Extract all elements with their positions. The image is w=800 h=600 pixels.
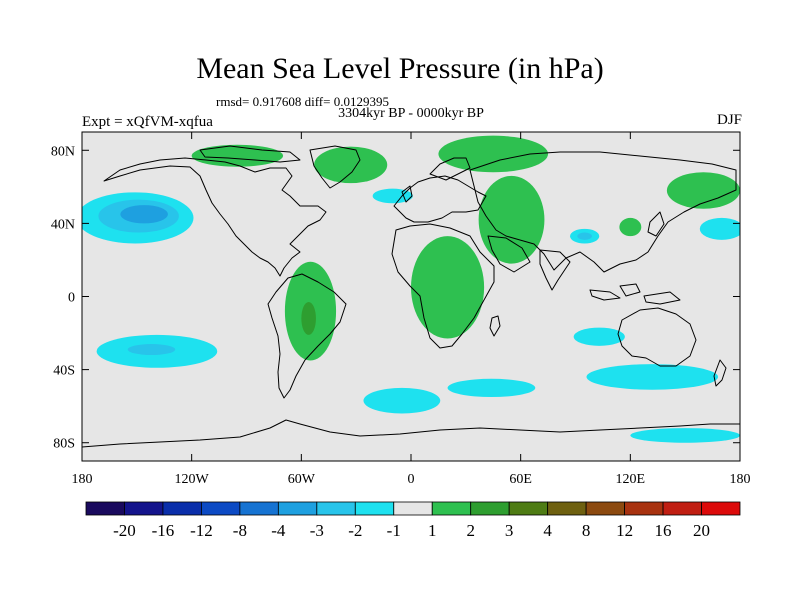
coastlines	[82, 145, 740, 448]
coastline-europe	[393, 175, 487, 223]
colorbar-swatch	[85, 501, 125, 516]
colorbar-swatch	[277, 501, 318, 516]
anomaly-canada-high	[191, 144, 284, 167]
colorbar-swatch	[470, 501, 510, 516]
colorbar-swatch	[547, 501, 587, 516]
colorbar-swatch	[662, 501, 702, 516]
colorbar-label: 12	[616, 521, 633, 540]
experiment-label: Expt = xQfVM-xqfua	[82, 114, 213, 130]
season-label: DJF	[716, 112, 742, 128]
colorbar-swatch	[239, 501, 279, 516]
colorbar-label: 1	[428, 521, 437, 540]
colorbar-swatch	[508, 501, 549, 516]
x-tick-label: 120W	[175, 472, 210, 487]
anomaly-east-asia-high	[619, 217, 642, 237]
colorbar-label: 16	[655, 521, 672, 540]
coastline-north-america	[103, 157, 327, 277]
coastline-british-isles	[401, 185, 413, 203]
coastline-india	[539, 249, 571, 291]
anomaly-south-pacific-low	[127, 344, 176, 355]
colorbar-label: -3	[310, 521, 324, 540]
anomaly-tibet-low	[577, 232, 592, 240]
coastline-antarctica	[82, 419, 740, 448]
colorbar-label: -20	[113, 521, 136, 540]
colorbar-swatch	[431, 501, 472, 516]
colorbar-swatch	[393, 501, 433, 516]
colorbar-label: -8	[233, 521, 247, 540]
colorbar-label: 4	[543, 521, 552, 540]
colorbar-swatch	[316, 501, 356, 516]
anomaly-africa-high	[411, 236, 485, 339]
anomaly-far-east-high	[666, 172, 740, 209]
colorbar-label: -16	[152, 521, 175, 540]
coastline-new-zealand	[713, 359, 727, 387]
coastline-africa	[391, 223, 495, 349]
anomaly-southern-indian-low	[573, 327, 625, 346]
anomaly-asia-high	[478, 175, 545, 264]
x-tick-label: 120E	[616, 472, 646, 487]
colorbar-swatch	[701, 501, 741, 516]
anomaly-north-pacific-east-low	[699, 217, 740, 240]
x-tick-label: 60E	[509, 472, 532, 487]
colorbar-label: 2	[466, 521, 475, 540]
y-tick-label: 80S	[53, 437, 75, 452]
x-tick-label: 180	[72, 472, 93, 487]
colorbar-label: -1	[387, 521, 401, 540]
colorbar-label: 3	[505, 521, 514, 540]
coastline-japan	[647, 211, 665, 237]
colorbar-label: 8	[582, 521, 591, 540]
coastline-south-america	[267, 273, 347, 399]
colorbar-swatch	[162, 501, 202, 516]
x-tick-label: 0	[408, 472, 415, 487]
x-tick-label: 60W	[288, 472, 316, 487]
anomaly-south-america-high	[301, 301, 316, 335]
figure-subtitle: 3304kyr BP - 0000kyr BP	[338, 106, 484, 121]
colorbar: -20 -16 -12 -8 -4 -3 -2 -1 1 2 3 4 8 12 16 20	[85, 501, 741, 540]
colorbar-label: 20	[693, 521, 710, 540]
colorbar-label: -2	[348, 521, 362, 540]
figure-title: Mean Sea Level Pressure (in hPa)	[196, 52, 604, 85]
coastline-australia	[617, 307, 697, 367]
y-tick-label: 40N	[51, 217, 75, 232]
anomaly-north-pacific-low	[120, 205, 168, 224]
coastline-indonesia	[589, 283, 681, 305]
stats-line: rmsd= 0.917608 diff= 0.0129395	[216, 94, 389, 109]
colorbar-label: -4	[271, 521, 286, 540]
anomaly-north-atlantic-low	[372, 188, 413, 204]
anomaly-southern-ocean-low	[447, 378, 536, 398]
y-tick-label: 40S	[53, 364, 75, 379]
coastline-scandinavia	[429, 157, 471, 181]
colorbar-label: -12	[190, 521, 213, 540]
anomaly-east-pacific-low	[586, 364, 719, 390]
anomaly-greenland-high	[314, 146, 388, 184]
coastline-arctic-islands	[199, 145, 301, 163]
y-tick-label: 80N	[51, 144, 75, 159]
y-tick-label: 0	[68, 291, 75, 306]
colorbar-swatch	[585, 501, 625, 516]
coastline-madagascar	[489, 315, 501, 337]
colorbar-swatch	[354, 501, 395, 516]
colorbar-swatch	[124, 501, 164, 516]
axes: 180 120W 60W 0 60E 120E 180 80N 40N 0 40S 80S	[51, 132, 751, 487]
anomaly-arctic-high	[438, 135, 549, 173]
colorbar-swatch	[624, 501, 664, 516]
anomaly-antarctic-coast-low	[630, 428, 740, 443]
coastline-asia	[469, 151, 737, 273]
colorbar-swatch	[201, 501, 241, 516]
coastline-greenland	[309, 145, 361, 189]
x-tick-label: 180	[730, 472, 751, 487]
coastline-arabia	[487, 235, 531, 273]
anomaly-southern-ocean-low	[363, 387, 441, 414]
